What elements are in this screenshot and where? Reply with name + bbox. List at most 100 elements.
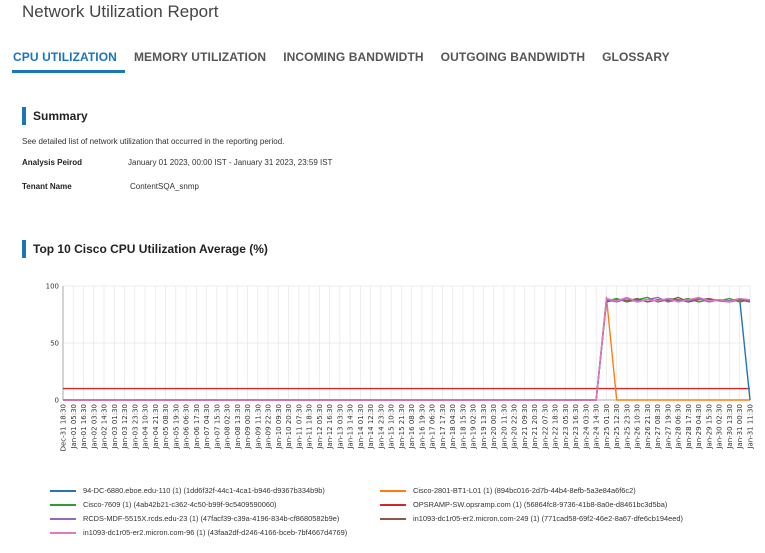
x-tick-label: Jan-04 10:30	[142, 404, 150, 450]
x-tick-label: Jan-29 04:30	[695, 404, 703, 450]
x-tick-label: Jan-21 09:30	[521, 404, 529, 450]
x-tick-label: Jan-09 11:30	[254, 404, 262, 450]
x-tick-label: Jan-03 23:30	[131, 404, 139, 450]
x-tick-label: Jan-23 05:30	[562, 404, 570, 450]
summary-title: Summary	[33, 109, 88, 123]
x-tick-label: Jan-17 06:30	[429, 404, 437, 450]
analysis-period-value: January 01 2023, 00:00 IST - January 31 …	[128, 158, 333, 167]
analysis-period-label: Analysis Peirod	[22, 158, 83, 167]
legend-label: 94-DC-6880.eboe.edu-110 (1) (1dd6f32f-44…	[83, 486, 325, 495]
x-tick-label: Jan-16 08:30	[408, 404, 416, 450]
x-tick-label: Jan-08 13:30	[234, 404, 242, 450]
tenant-name-row: Tenant Name ContentSQA_snmp	[22, 182, 199, 191]
x-tick-label: Jan-06 17:30	[193, 404, 201, 450]
y-tick-label: 0	[55, 397, 59, 405]
x-tick-label: Jan-14 12:30	[367, 404, 375, 450]
x-tick-label: Jan-29 15:30	[705, 404, 713, 450]
legend-swatch	[380, 503, 406, 506]
x-tick-label: Jan-06 06:30	[183, 404, 191, 450]
tab-memory-utilization[interactable]: MEMORY UTILIZATION	[133, 50, 267, 64]
legend-label: Cisco-7609 (1) (4ab42b21-c362-4c50-b99f-…	[83, 500, 277, 509]
x-tick-label: Jan-31 11:30	[747, 404, 755, 450]
x-tick-label: Jan-24 03:30	[582, 404, 590, 450]
cpu-utilization-chart: 0 50 100 Dec-31 18:30 Jan-01 05:30 Jan-01 16:…	[46, 283, 755, 452]
series-line	[63, 296, 750, 401]
x-tick-label: Jan-21 20:30	[531, 404, 539, 450]
x-tick-label: Jan-08 02:30	[224, 404, 232, 450]
x-tick-label: Jan-30 13:30	[726, 404, 734, 450]
x-tick-label: Dec-31 18:30	[60, 404, 68, 451]
report-tabs: CPU UTILIZATION MEMORY UTILIZATION INCOM…	[12, 48, 687, 73]
legend-item[interactable]: in1093-dc1r05-er2.micron.com-96 (1) (43f…	[50, 528, 347, 537]
x-tick-label: Jan-05 08:30	[162, 404, 170, 450]
x-tick-label: Jan-01 05:30	[70, 404, 78, 450]
x-tick-label: Jan-27 08:30	[654, 404, 662, 450]
legend-item[interactable]: OPSRAMP-SW.opsramp.com (1) (56864fc8-973…	[380, 500, 667, 509]
x-tick-label: Jan-26 10:30	[634, 404, 642, 450]
legend-item[interactable]: Cisco-2801-BT1-L01 (1) (894bc016-2d7b-44…	[380, 486, 636, 495]
series-line	[63, 296, 751, 401]
legend-item[interactable]: in1093-dc1r05-er2.micron.com-249 (1) (77…	[380, 514, 683, 523]
series-line	[63, 297, 751, 401]
x-tick-label: Jan-10 09:30	[275, 404, 283, 450]
x-tick-label: Jan-18 04:30	[449, 404, 457, 450]
legend-label: in1093-dc1r05-er2.micron.com-249 (1) (77…	[413, 514, 683, 523]
x-tick-label: Jan-26 21:30	[644, 404, 652, 450]
x-tick-label: Jan-03 12:30	[121, 404, 129, 450]
x-tick-label: Jan-16 19:30	[418, 404, 426, 450]
x-tick-label: Jan-22 07:30	[541, 404, 549, 450]
chart-accent-bar	[22, 240, 26, 258]
x-tick-label: Jan-09 22:30	[265, 404, 273, 450]
legend-item[interactable]: Cisco-7609 (1) (4ab42b21-c362-4c50-b99f-…	[50, 500, 277, 509]
x-tick-label: Jan-11 07:30	[295, 404, 303, 450]
x-tick-label: Jan-19 02:30	[470, 404, 478, 450]
x-tick-label: Jan-14 01:30	[357, 404, 365, 450]
x-tick-label: Jan-11 18:30	[306, 404, 314, 450]
x-tick-label: Jan-31 00:30	[736, 404, 744, 450]
chart-title: Top 10 Cisco CPU Utilization Average (%)	[33, 242, 268, 256]
legend-item[interactable]: RCDS-MDF-5515X.rcds.edu-23 (1) (47facf39…	[50, 514, 339, 523]
x-tick-label: Jan-02 03:30	[90, 404, 98, 450]
x-tick-label: Jan-28 06:30	[675, 404, 683, 450]
x-tick-label: Jan-22 18:30	[552, 404, 560, 450]
tab-incoming-bandwidth[interactable]: INCOMING BANDWIDTH	[283, 50, 424, 64]
x-tick-label: Jan-19 13:30	[480, 404, 488, 450]
legend-item[interactable]: 94-DC-6880.eboe.edu-110 (1) (1dd6f32f-44…	[50, 486, 325, 495]
report-title: Network Utilization Report	[22, 2, 219, 21]
x-tick-label: Jan-18 15:30	[459, 404, 467, 450]
series-line	[63, 296, 751, 401]
x-tick-label: Jan-15 10:30	[388, 404, 396, 450]
x-tick-label: Jan-20 22:30	[511, 404, 519, 450]
x-tick-label: Jan-02 14:30	[101, 404, 109, 450]
legend-swatch	[50, 517, 76, 520]
x-tick-label: Jan-09 00:30	[244, 404, 252, 450]
summary-heading: Summary	[22, 107, 88, 125]
legend-label: OPSRAMP-SW.opsramp.com (1) (56864fc8-973…	[413, 500, 668, 509]
x-tick-label: Jan-17 17:30	[439, 404, 447, 450]
legend-swatch	[380, 517, 406, 520]
series-line	[63, 296, 751, 401]
tab-glossary[interactable]: GLOSSARY	[602, 50, 670, 64]
analysis-period-row: Analysis Peirod January 01 2023, 00:00 I…	[22, 158, 332, 167]
x-tick-label: Jan-10 20:30	[285, 404, 293, 450]
x-tick-label: Jan-20 00:30	[490, 404, 498, 450]
tab-outgoing-bandwidth[interactable]: OUTGOING BANDWIDTH	[440, 50, 586, 64]
legend-swatch	[50, 531, 76, 534]
series-line	[63, 296, 751, 401]
tenant-name-value: ContentSQA_snmp	[130, 182, 199, 191]
summary-description: See detailed list of network utilization…	[22, 137, 285, 146]
x-tick-label: Jan-14 23:30	[377, 404, 385, 450]
x-tick-label: Jan-25 01:30	[603, 404, 611, 450]
x-tick-label: Jan-13 14:30	[347, 404, 355, 450]
tenant-name-label: Tenant Name	[22, 182, 72, 191]
x-tick-label: Jan-01 16:30	[80, 404, 88, 450]
x-tick-label: Jan-07 15:30	[213, 404, 221, 450]
x-tick-label: Jan-30 02:30	[716, 404, 724, 450]
x-tick-label: Jan-05 19:30	[172, 404, 180, 450]
tab-cpu-utilization[interactable]: CPU UTILIZATION	[12, 48, 125, 73]
chart-heading: Top 10 Cisco CPU Utilization Average (%)	[22, 240, 268, 258]
x-tick-label: Jan-25 12:30	[613, 404, 621, 450]
x-tick-label: Jan-28 17:30	[685, 404, 693, 450]
x-tick-label: Jan-12 16:30	[326, 404, 334, 450]
x-tick-label: Jan-23 16:30	[572, 404, 580, 450]
